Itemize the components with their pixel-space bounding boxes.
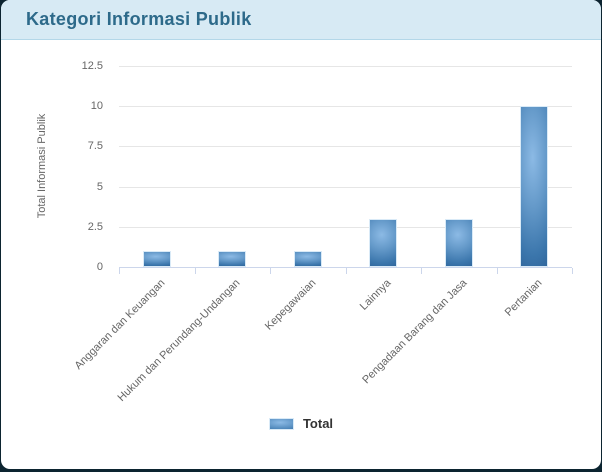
y-tick-label-12-5: 12.5 [81,60,103,72]
page-title: Kategori Informasi Publik [26,9,252,29]
bar-pengadaan-barang-dan-jasa[interactable] [445,219,473,267]
gridline-y-7-5 [119,146,572,148]
bar-lainnya[interactable] [369,219,397,267]
legend-swatch [268,417,294,430]
x-axis-tick [119,268,120,274]
x-axis-tick [270,268,271,274]
bar-pertanian[interactable] [520,106,548,267]
gridline-y-12-5 [119,66,572,67]
x-axis-tick [421,268,422,274]
gridline-y-10 [119,106,572,108]
y-tick-label-0: 0 [96,261,103,273]
x-axis-tick [496,268,498,274]
y-tick-label-5: 5 [96,180,103,193]
gridline-y-2-5 [119,226,572,228]
y-tick-label-10: 10 [90,100,103,113]
x-axis-tick [345,268,347,274]
x-axis-tick [194,268,196,274]
legend-item-total[interactable]: Total [1,416,601,431]
card-header: Kategori Informasi Publik [1,0,601,40]
gridline-y-5 [119,186,572,188]
y-tick-label-7-5: 7.5 [87,140,103,153]
bar-hukum-dan-perundang-undangan[interactable] [218,251,246,267]
y-axis-title: Total Informasi Publik [36,113,48,219]
bar-kepegawaian[interactable] [294,251,322,267]
y-tick-label-2-5: 2.5 [87,220,103,233]
x-axis-line [119,267,572,268]
x-axis-tick [572,268,573,274]
legend-label: Total [302,416,334,431]
bar-anggaran-dan-keuangan[interactable] [143,251,171,267]
